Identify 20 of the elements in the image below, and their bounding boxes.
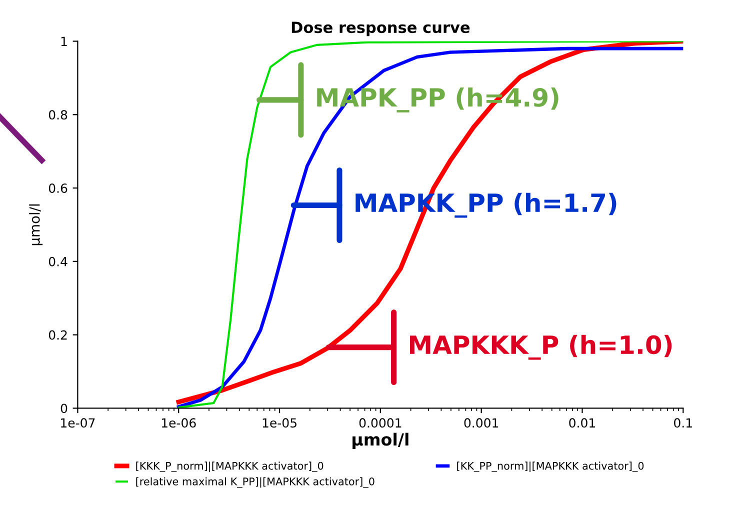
- x-tick-label: 1e-05: [262, 418, 296, 428]
- y-tick-label: 0: [60, 404, 68, 414]
- y-tick-label: 0.4: [48, 256, 68, 266]
- x-tick-label: 0.001: [464, 418, 498, 428]
- y-tick-label: 1: [61, 36, 67, 46]
- y-tick-label: 0.8: [48, 110, 68, 120]
- x-tick-label: 0.01: [569, 418, 596, 428]
- legend-label: [KK_PP_norm]|[MAPKKK activator]_0: [457, 462, 644, 472]
- y-axis-title: µmol/l: [29, 204, 43, 246]
- y-tick-label: 0.2: [48, 330, 67, 340]
- legend-label: [KKK_P_norm]|[MAPKKK activator]_0: [136, 462, 324, 472]
- x-tick-label: 1e-07: [61, 418, 95, 428]
- chart-title: Dose response curve: [292, 22, 470, 36]
- x-axis-title: µmol/l: [352, 432, 408, 449]
- y-tick-label: 0.6: [48, 183, 68, 193]
- annotation: MAPKKK_P (h=1.0): [410, 334, 672, 360]
- x-tick-label: 0.1: [674, 418, 692, 428]
- x-tick-label: 1e-06: [162, 418, 196, 428]
- legend-label: [relative maximal K_PP]|[MAPKKK activator]_0: [136, 477, 374, 488]
- x-tick-label: 0.0001: [359, 418, 402, 428]
